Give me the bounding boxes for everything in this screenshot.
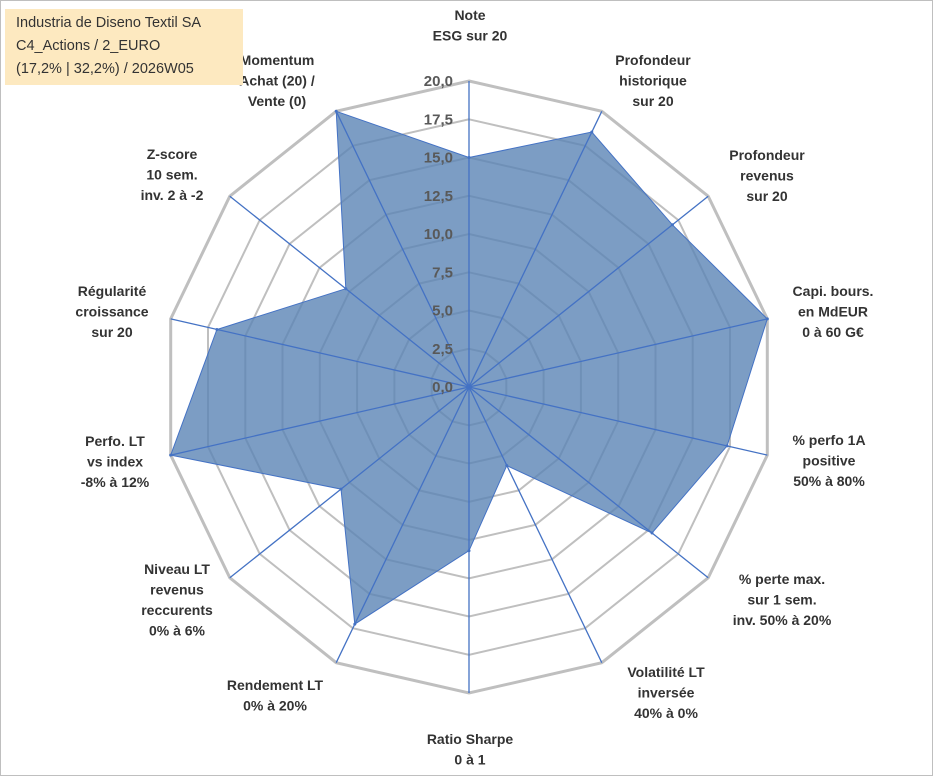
axis-label-line: historique [619,73,687,89]
axis-label-line: 10 sem. [146,167,197,183]
axis-label-line: Capi. bours. [793,283,874,299]
axis-label-line: Z-score [147,146,198,162]
axis-label-line: sur 20 [91,324,132,340]
axis-label-line: % perfo 1A [792,432,865,448]
axis-label-line: sur 20 [632,93,673,109]
axis-label-line: Momentum [240,52,315,68]
data-point [215,328,219,331]
tick-label: 7,5 [432,264,453,281]
axis-label-line: Volatilité LT [627,664,705,680]
chart-title-box: Industria de Diseno Textil SA C4_Actions… [5,9,243,85]
axis-spoke [229,195,470,388]
data-point [670,223,674,227]
data-point [765,317,769,321]
axis-spoke [335,386,470,663]
axis-label-line: Régularité [78,283,147,299]
axis-label: Rendement LT 0% à 20% [227,677,324,714]
axis-label: Volatilité LT inversée 40% à 0% [627,664,705,721]
axis-label-line: inversée [638,685,695,701]
axis-spoke [170,386,470,456]
axis-label-line: Achat (20) / [239,73,315,89]
axis-label-line: sur 1 sem. [747,592,816,608]
axis-label: % perfo 1A positive 50% à 80% [792,432,865,489]
axis-label-line: 0% à 20% [243,698,307,714]
chart-title-stats: (17,2% | 32,2%) / 2026W05 [16,61,194,77]
tick-label: 10,0 [424,226,453,243]
axis-label: Momentum Achat (20) / Vente (0) [239,52,315,109]
axis-label: Note ESG sur 20 [433,7,508,44]
data-point [590,130,594,134]
axis-label-line: Note [454,7,485,23]
tick-label: 20,0 [424,73,453,90]
axis-label: Ratio Sharpe 0 à 1 [427,731,514,768]
axis-label-line: 0 à 1 [454,752,485,768]
data-point [334,109,338,113]
tick-label: 2,5 [432,341,453,358]
tick-label: 15,0 [424,150,453,167]
axis-label-line: Vente (0) [248,93,306,109]
axis-label-line: croissance [75,304,148,320]
tick-label: 0,0 [432,379,453,396]
axis-label: Capi. bours. en MdEUR 0 à 60 G€ [793,283,874,340]
axis-spoke [468,318,768,388]
axis-label: Niveau LT revenus reccurents 0% à 6% [141,561,213,639]
data-point [467,156,471,159]
data-point [505,464,509,468]
axis-label-line: Profondeur [729,147,805,163]
data-point [339,487,343,491]
axis-spoke [468,386,709,579]
axis-spoke [468,195,709,388]
data-point [650,531,654,535]
axis-label-line: 40% à 0% [634,705,698,721]
axis-label-line: Ratio Sharpe [427,731,514,747]
axis-label-line: Rendement LT [227,677,324,693]
axis-label-line: revenus [150,582,204,598]
axis-label-line: inv. 50% à 20% [733,612,832,628]
axis-spoke [468,386,768,456]
axis-spoke [468,386,603,663]
data-point [725,444,729,448]
data-point [467,549,471,553]
chart-title-company: Industria de Diseno Textil SA [16,15,202,31]
axis-label-line: % perte max. [739,571,825,587]
tick-label: 12,5 [424,188,453,205]
tick-label: 17,5 [424,111,453,128]
axis-label-line: ESG sur 20 [433,28,508,44]
axis-label: Profondeur historique sur 20 [615,52,691,109]
axis-label-line: 0% à 6% [149,623,206,639]
axis-label-line: en MdEUR [798,304,868,320]
data-point [353,622,357,626]
axis-spoke [229,386,470,579]
axis-label-line: Niveau LT [144,561,210,577]
axis-spoke [170,318,470,388]
tick-label: 5,0 [432,303,453,320]
axis-spoke [468,111,603,388]
chart-title-category: C4_Actions / 2_EURO [16,38,161,54]
axis-label-line: positive [803,453,856,469]
data-point [344,287,348,291]
axis-label-line: Perfo. LT [85,433,145,449]
axis-label: Régularité croissance sur 20 [75,283,148,340]
axis-label: Profondeur revenus sur 20 [729,147,805,204]
axis-label-line: 50% à 80% [793,473,865,489]
axis-label-line: 0 à 60 G€ [802,324,864,340]
axis-spoke [335,111,470,388]
axis-label-line: -8% à 12% [81,474,150,490]
axis-label-line: reccurents [141,602,213,618]
axis-label-line: vs index [87,454,143,470]
axis-label: % perte max. sur 1 sem. inv. 50% à 20% [733,571,832,628]
axis-label-line: sur 20 [746,188,787,204]
axis-label-line: revenus [740,168,794,184]
axis-label-line: inv. 2 à -2 [141,187,204,203]
data-point [169,453,173,457]
axis-label-line: Profondeur [615,52,691,68]
axis-label: Perfo. LT vs index -8% à 12% [81,433,150,490]
axis-label: Z-score 10 sem. inv. 2 à -2 [141,146,204,203]
